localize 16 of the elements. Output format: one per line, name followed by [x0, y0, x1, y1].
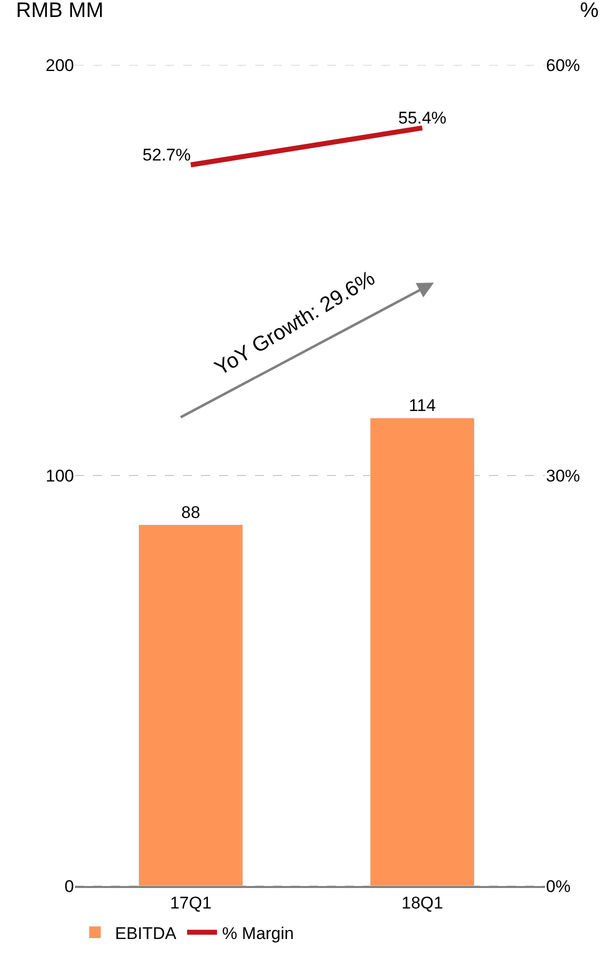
y2-tick-label: 60%	[546, 56, 580, 75]
data-label: 55.4%	[398, 108, 446, 128]
x-tick-label: 17Q1	[170, 893, 212, 912]
data-label: 88	[181, 502, 200, 522]
y-tick-label: 100	[46, 466, 74, 486]
data-label: 114	[408, 396, 436, 416]
y-axis-title: RMB MM	[16, 0, 104, 22]
legend-label: EBITDA	[115, 924, 178, 943]
x-tick-label: 18Q1	[401, 893, 444, 912]
y-tick-label: 200	[46, 56, 74, 75]
y2-tick-label: 0%	[546, 876, 571, 896]
y2-tick-label: 30%	[546, 466, 580, 486]
data-label: 52.7%	[142, 146, 191, 165]
legend-label: % Margin	[222, 924, 294, 943]
y-tick-label: 0	[64, 876, 74, 896]
y2-axis-title: %	[580, 0, 599, 22]
